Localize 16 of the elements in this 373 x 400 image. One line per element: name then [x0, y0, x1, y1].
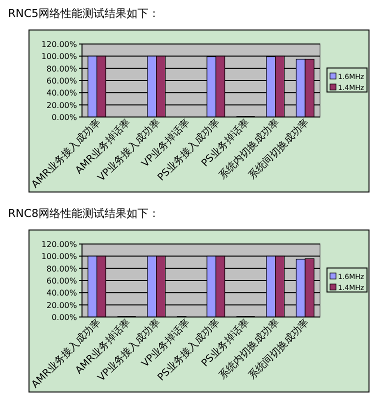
- y-tick-label: 120.00%: [41, 40, 78, 49]
- y-tick-label: 80.00%: [46, 64, 78, 74]
- y-tick-label: 80.00%: [46, 264, 78, 274]
- y-tick-label: 60.00%: [46, 276, 78, 286]
- y-tick-label: 100.00%: [41, 52, 78, 62]
- y-tick-label: 20.00%: [46, 100, 78, 110]
- y-tick-label: 60.00%: [46, 76, 78, 86]
- y-tick-label: 0.00%: [52, 313, 78, 322]
- y-tick-label: 0.00%: [52, 113, 78, 122]
- chart-title: RNC5网络性能测试结果如下：: [8, 7, 160, 20]
- chart-title: RNC8网络性能测试结果如下：: [8, 207, 160, 220]
- y-tick-label: 40.00%: [46, 88, 78, 98]
- y-tick-label: 40.00%: [46, 288, 78, 298]
- y-tick-label: 100.00%: [41, 252, 78, 262]
- y-tick-label: 120.00%: [41, 240, 78, 249]
- y-tick-label: 20.00%: [46, 300, 78, 310]
